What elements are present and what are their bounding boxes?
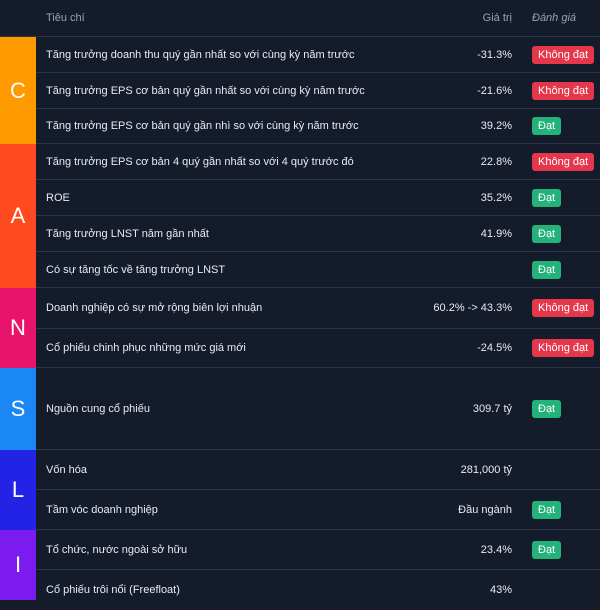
row-value: Đầu ngành xyxy=(458,503,512,516)
band-letter: C xyxy=(10,77,26,103)
header-evaluation: Đánh giá xyxy=(532,12,577,24)
row-criteria: Tăng trưởng doanh thu quý gần nhất so vớ… xyxy=(46,48,355,61)
status-badge: Không đạt xyxy=(532,45,595,64)
row-criteria: Tăng trưởng LNST năm gần nhất xyxy=(46,227,209,240)
header-criteria: Tiêu chí xyxy=(46,12,85,24)
band-letter: A xyxy=(10,203,26,228)
row-value: 309.7 tỷ xyxy=(472,402,512,415)
row-value: 39.2% xyxy=(480,120,512,132)
table-row: Tổ chức, nước ngoài sở hữu 23.4% Đạt xyxy=(36,530,600,570)
table-row: Cổ phiếu chinh phục những mức giá mới -2… xyxy=(36,329,600,368)
status-badge: Không đạt xyxy=(532,299,595,317)
header-value: Giá trị xyxy=(482,12,512,24)
table-row: Tăng trưởng EPS cơ bản quý gần nhất so v… xyxy=(36,73,600,109)
band-s: S xyxy=(0,368,36,450)
row-value: 22.8% xyxy=(480,155,512,168)
row-value: 60.2% -> 43.3% xyxy=(433,302,512,314)
band-c: C xyxy=(0,37,36,144)
band-a: A xyxy=(0,144,36,288)
status-badge: Đạt xyxy=(532,188,562,207)
status-badge: Đạt xyxy=(532,260,562,279)
table-header: Tiêu chí Giá trị Đánh giá xyxy=(0,0,600,37)
status-badge: Không đạt xyxy=(532,152,595,171)
status-badge: Đạt xyxy=(532,500,562,519)
row-criteria: Tổ chức, nước ngoài sở hữu xyxy=(46,543,188,556)
row-criteria: Vốn hóa xyxy=(46,463,87,476)
row-value: 41.9% xyxy=(480,227,512,240)
row-criteria: Có sự tăng tốc về tăng trưởng LNST xyxy=(46,263,226,276)
row-criteria: Tăng trưởng EPS cơ bản 4 quý gần nhất so… xyxy=(46,155,354,168)
band-letter: N xyxy=(10,315,26,340)
band-l: L xyxy=(0,450,36,530)
table-row: Cổ phiếu trôi nổi (Freefloat) 43% xyxy=(36,570,600,610)
band-letter: I xyxy=(14,552,22,577)
status-badge: Đạt xyxy=(532,540,562,559)
table-row: Nguồn cung cổ phiếu 309.7 tỷ Đạt xyxy=(36,368,600,450)
table-row: Vốn hóa 281,000 tỷ xyxy=(36,450,600,490)
status-badge: Không đạt xyxy=(532,81,595,100)
table-row: Tăng trưởng LNST năm gần nhất 41.9% Đạt xyxy=(36,216,600,252)
status-badge: Đạt xyxy=(532,399,562,418)
table-row: Doanh nghiệp có sự mở rộng biên lợi nhuậ… xyxy=(36,288,600,329)
row-value: 281,000 tỷ xyxy=(460,463,512,476)
row-criteria: Tăng trưởng EPS cơ bản quý gần nhì so vớ… xyxy=(46,120,359,132)
band-i: I xyxy=(0,530,36,600)
status-badge: Đạt xyxy=(532,224,562,243)
row-value: 35.2% xyxy=(480,191,512,204)
row-value: -31.3% xyxy=(477,48,512,61)
table-row: Có sự tăng tốc về tăng trưởng LNST Đạt xyxy=(36,252,600,288)
row-criteria: Cổ phiếu trôi nổi (Freefloat) xyxy=(46,584,180,596)
status-badge: Đạt xyxy=(532,117,562,135)
row-criteria: Tầm vóc doanh nghiệp xyxy=(46,503,158,516)
row-value: 23.4% xyxy=(480,543,512,556)
row-criteria: Doanh nghiệp có sự mở rộng biên lợi nhuậ… xyxy=(46,302,263,314)
row-value: -24.5% xyxy=(477,342,512,354)
table-row: Tăng trưởng EPS cơ bản quý gần nhì so vớ… xyxy=(36,109,600,144)
table-row: Tăng trưởng EPS cơ bản 4 quý gần nhất so… xyxy=(36,144,600,180)
row-criteria: Cổ phiếu chinh phục những mức giá mới xyxy=(46,342,246,354)
table-row: Tầm vóc doanh nghiệp Đầu ngành Đạt xyxy=(36,490,600,530)
table-row: Tăng trưởng doanh thu quý gần nhất so vớ… xyxy=(36,37,600,73)
row-criteria: Tăng trưởng EPS cơ bản quý gần nhất so v… xyxy=(46,84,365,97)
row-value: 43% xyxy=(489,584,512,596)
row-criteria: Nguồn cung cổ phiếu xyxy=(46,402,150,415)
status-badge: Không đạt xyxy=(532,339,595,357)
row-value: -21.6% xyxy=(477,84,512,97)
band-n: N xyxy=(0,288,36,368)
band-letter: S xyxy=(10,396,26,421)
table-row: ROE 35.2% Đạt xyxy=(36,180,600,216)
band-letter: L xyxy=(11,477,25,502)
row-criteria: ROE xyxy=(46,191,70,204)
